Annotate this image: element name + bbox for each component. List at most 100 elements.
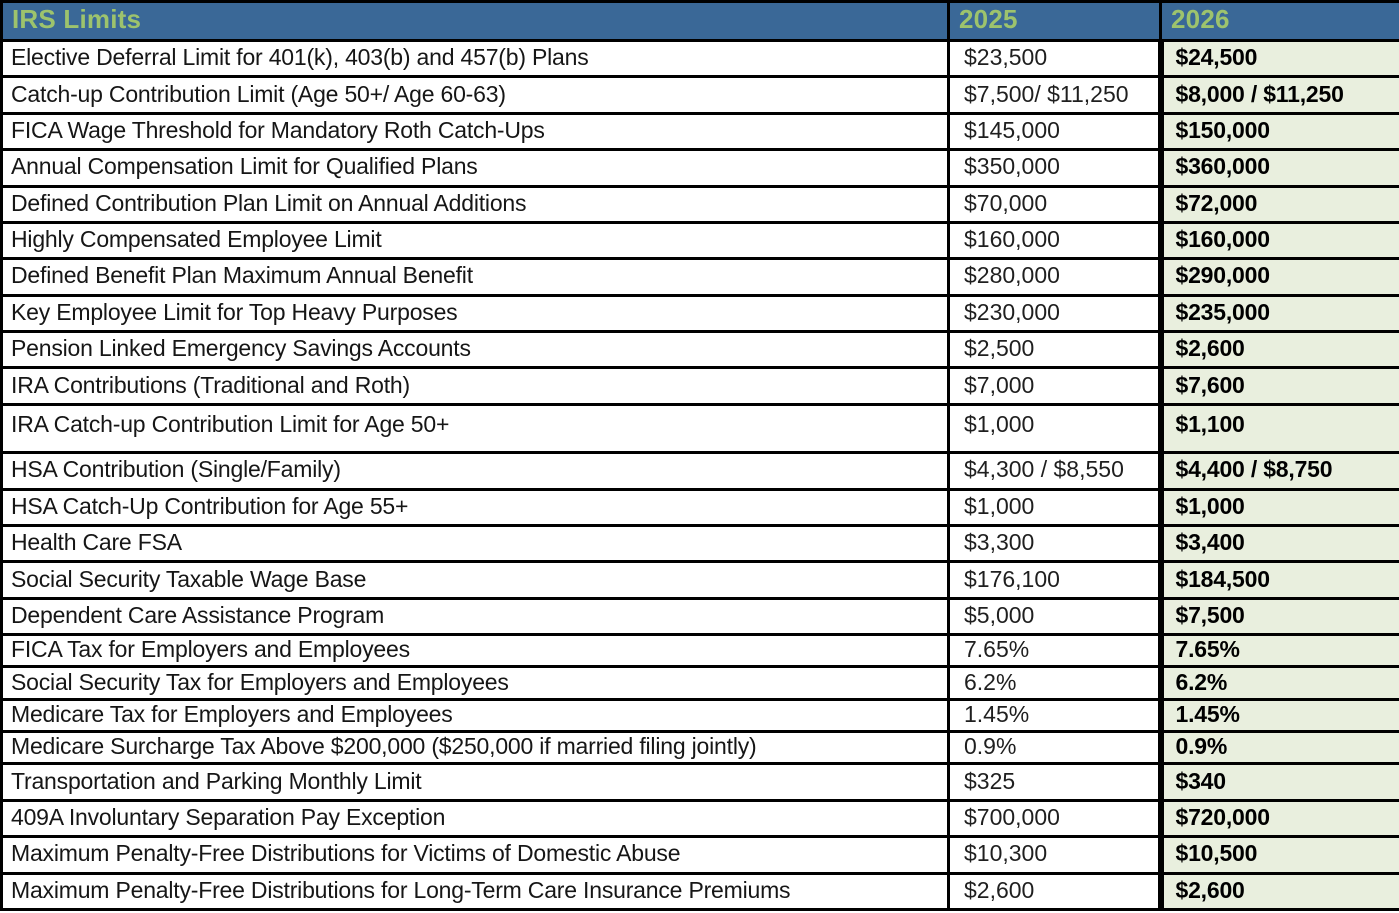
limit-name: Social Security Tax for Employers and Em… (0, 665, 950, 701)
value-2026: 1.45% (1157, 697, 1399, 734)
value-2026: $150,000 (1157, 111, 1399, 152)
table-row: Annual Compensation Limit for Qualified … (0, 148, 1399, 188)
table-row: Medicare Tax for Employers and Employees… (0, 697, 1399, 734)
limit-name: IRA Catch-up Contribution Limit for Age … (0, 402, 950, 455)
value-2026: 6.2% (1157, 665, 1399, 701)
value-2025: $700,000 (947, 798, 1162, 839)
column-header-irs-limits: IRS Limits (0, 0, 950, 42)
table-row: Catch-up Contribution Limit (Age 50+/ Ag… (0, 75, 1399, 115)
value-2025: $7,500/ $11,250 (947, 75, 1162, 115)
value-2026: $1,100 (1157, 402, 1399, 455)
value-2026: $720,000 (1157, 798, 1399, 839)
table-row: IRA Contributions (Traditional and Roth)… (0, 366, 1399, 406)
value-2025: 6.2% (947, 665, 1162, 701)
value-2025: $230,000 (947, 293, 1162, 334)
value-2026: $7,500 (1157, 596, 1399, 637)
limit-name: Transportation and Parking Monthly Limit (0, 762, 950, 802)
table-row: Maximum Penalty-Free Distributions for V… (0, 835, 1399, 875)
value-2025: 7.65% (947, 633, 1162, 669)
value-2025: $5,000 (947, 596, 1162, 637)
value-2026: $184,500 (1157, 560, 1399, 600)
value-2026: $4,400 / $8,750 (1157, 451, 1399, 491)
table-row: 409A Involuntary Separation Pay Exceptio… (0, 798, 1399, 839)
value-2026: $290,000 (1157, 257, 1399, 297)
table-row: Elective Deferral Limit for 401(k), 403(… (0, 38, 1399, 79)
value-2026: $72,000 (1157, 184, 1399, 224)
value-2025: $70,000 (947, 184, 1162, 224)
value-2025: $1,000 (947, 402, 1162, 455)
value-2026: $8,000 / $11,250 (1157, 75, 1399, 115)
limit-name: Defined Benefit Plan Maximum Annual Bene… (0, 257, 950, 297)
value-2025: $2,500 (947, 329, 1162, 370)
value-2025: $325 (947, 762, 1162, 802)
value-2025: $145,000 (947, 111, 1162, 152)
value-2026: $2,600 (1157, 329, 1399, 370)
table-row: FICA Tax for Employers and Employees 7.6… (0, 633, 1399, 669)
column-header-2025: 2025 (947, 0, 1162, 42)
table-row: Health Care FSA $3,300 $3,400 (0, 523, 1399, 564)
table-row: IRA Catch-up Contribution Limit for Age … (0, 402, 1399, 455)
value-2026: $160,000 (1157, 220, 1399, 261)
table-row: HSA Contribution (Single/Family) $4,300 … (0, 451, 1399, 491)
limit-name: Dependent Care Assistance Program (0, 596, 950, 637)
value-2025: $4,300 / $8,550 (947, 451, 1162, 491)
value-2025: $2,600 (947, 871, 1162, 912)
limit-name: FICA Tax for Employers and Employees (0, 633, 950, 669)
value-2026: $7,600 (1157, 366, 1399, 406)
table-row: FICA Wage Threshold for Mandatory Roth C… (0, 111, 1399, 152)
value-2026: $24,500 (1157, 38, 1399, 79)
limit-name: Social Security Taxable Wage Base (0, 560, 950, 600)
value-2025: $176,100 (947, 560, 1162, 600)
limit-name: Elective Deferral Limit for 401(k), 403(… (0, 38, 950, 79)
table-row: Defined Benefit Plan Maximum Annual Bene… (0, 257, 1399, 297)
value-2026: $2,600 (1157, 871, 1399, 912)
table-row: Pension Linked Emergency Savings Account… (0, 329, 1399, 370)
limit-name: HSA Contribution (Single/Family) (0, 451, 950, 491)
value-2026: $235,000 (1157, 293, 1399, 334)
value-2026: $360,000 (1157, 148, 1399, 188)
table-row: Dependent Care Assistance Program $5,000… (0, 596, 1399, 637)
table-row: HSA Catch-Up Contribution for Age 55+ $1… (0, 487, 1399, 528)
table-row: Highly Compensated Employee Limit $160,0… (0, 220, 1399, 261)
value-2026: 7.65% (1157, 633, 1399, 669)
limit-name: Catch-up Contribution Limit (Age 50+/ Ag… (0, 75, 950, 115)
value-2026: $1,000 (1157, 487, 1399, 528)
table-row: Social Security Tax for Employers and Em… (0, 665, 1399, 701)
limit-name: IRA Contributions (Traditional and Roth) (0, 366, 950, 406)
value-2025: 1.45% (947, 697, 1162, 734)
value-2025: $23,500 (947, 38, 1162, 79)
value-2026: $3,400 (1157, 523, 1399, 564)
limit-name: Pension Linked Emergency Savings Account… (0, 329, 950, 370)
value-2025: $1,000 (947, 487, 1162, 528)
limit-name: HSA Catch-Up Contribution for Age 55+ (0, 487, 950, 528)
limit-name: Maximum Penalty-Free Distributions for L… (0, 871, 950, 912)
table-body: Elective Deferral Limit for 401(k), 403(… (0, 38, 1399, 912)
value-2025: $350,000 (947, 148, 1162, 188)
limit-name: Annual Compensation Limit for Qualified … (0, 148, 950, 188)
table-row: Maximum Penalty-Free Distributions for L… (0, 871, 1399, 912)
value-2025: 0.9% (947, 730, 1162, 766)
column-header-2026: 2026 (1159, 0, 1399, 42)
value-2025: $280,000 (947, 257, 1162, 297)
limit-name: Maximum Penalty-Free Distributions for V… (0, 835, 950, 875)
limit-name: Highly Compensated Employee Limit (0, 220, 950, 261)
table-row: Transportation and Parking Monthly Limit… (0, 762, 1399, 802)
limit-name: FICA Wage Threshold for Mandatory Roth C… (0, 111, 950, 152)
value-2026: $340 (1157, 762, 1399, 802)
table-row: Social Security Taxable Wage Base $176,1… (0, 560, 1399, 600)
value-2025: $10,300 (947, 835, 1162, 875)
value-2026: $10,500 (1157, 835, 1399, 875)
limit-name: Medicare Tax for Employers and Employees (0, 697, 950, 734)
limit-name: 409A Involuntary Separation Pay Exceptio… (0, 798, 950, 839)
value-2025: $160,000 (947, 220, 1162, 261)
table-row: Medicare Surcharge Tax Above $200,000 ($… (0, 730, 1399, 766)
value-2025: $7,000 (947, 366, 1162, 406)
value-2025: $3,300 (947, 523, 1162, 564)
limit-name: Defined Contribution Plan Limit on Annua… (0, 184, 950, 224)
limit-name: Health Care FSA (0, 523, 950, 564)
table-row: Defined Contribution Plan Limit on Annua… (0, 184, 1399, 224)
table-row: Key Employee Limit for Top Heavy Purpose… (0, 293, 1399, 334)
limit-name: Medicare Surcharge Tax Above $200,000 ($… (0, 730, 950, 766)
value-2026: 0.9% (1157, 730, 1399, 766)
